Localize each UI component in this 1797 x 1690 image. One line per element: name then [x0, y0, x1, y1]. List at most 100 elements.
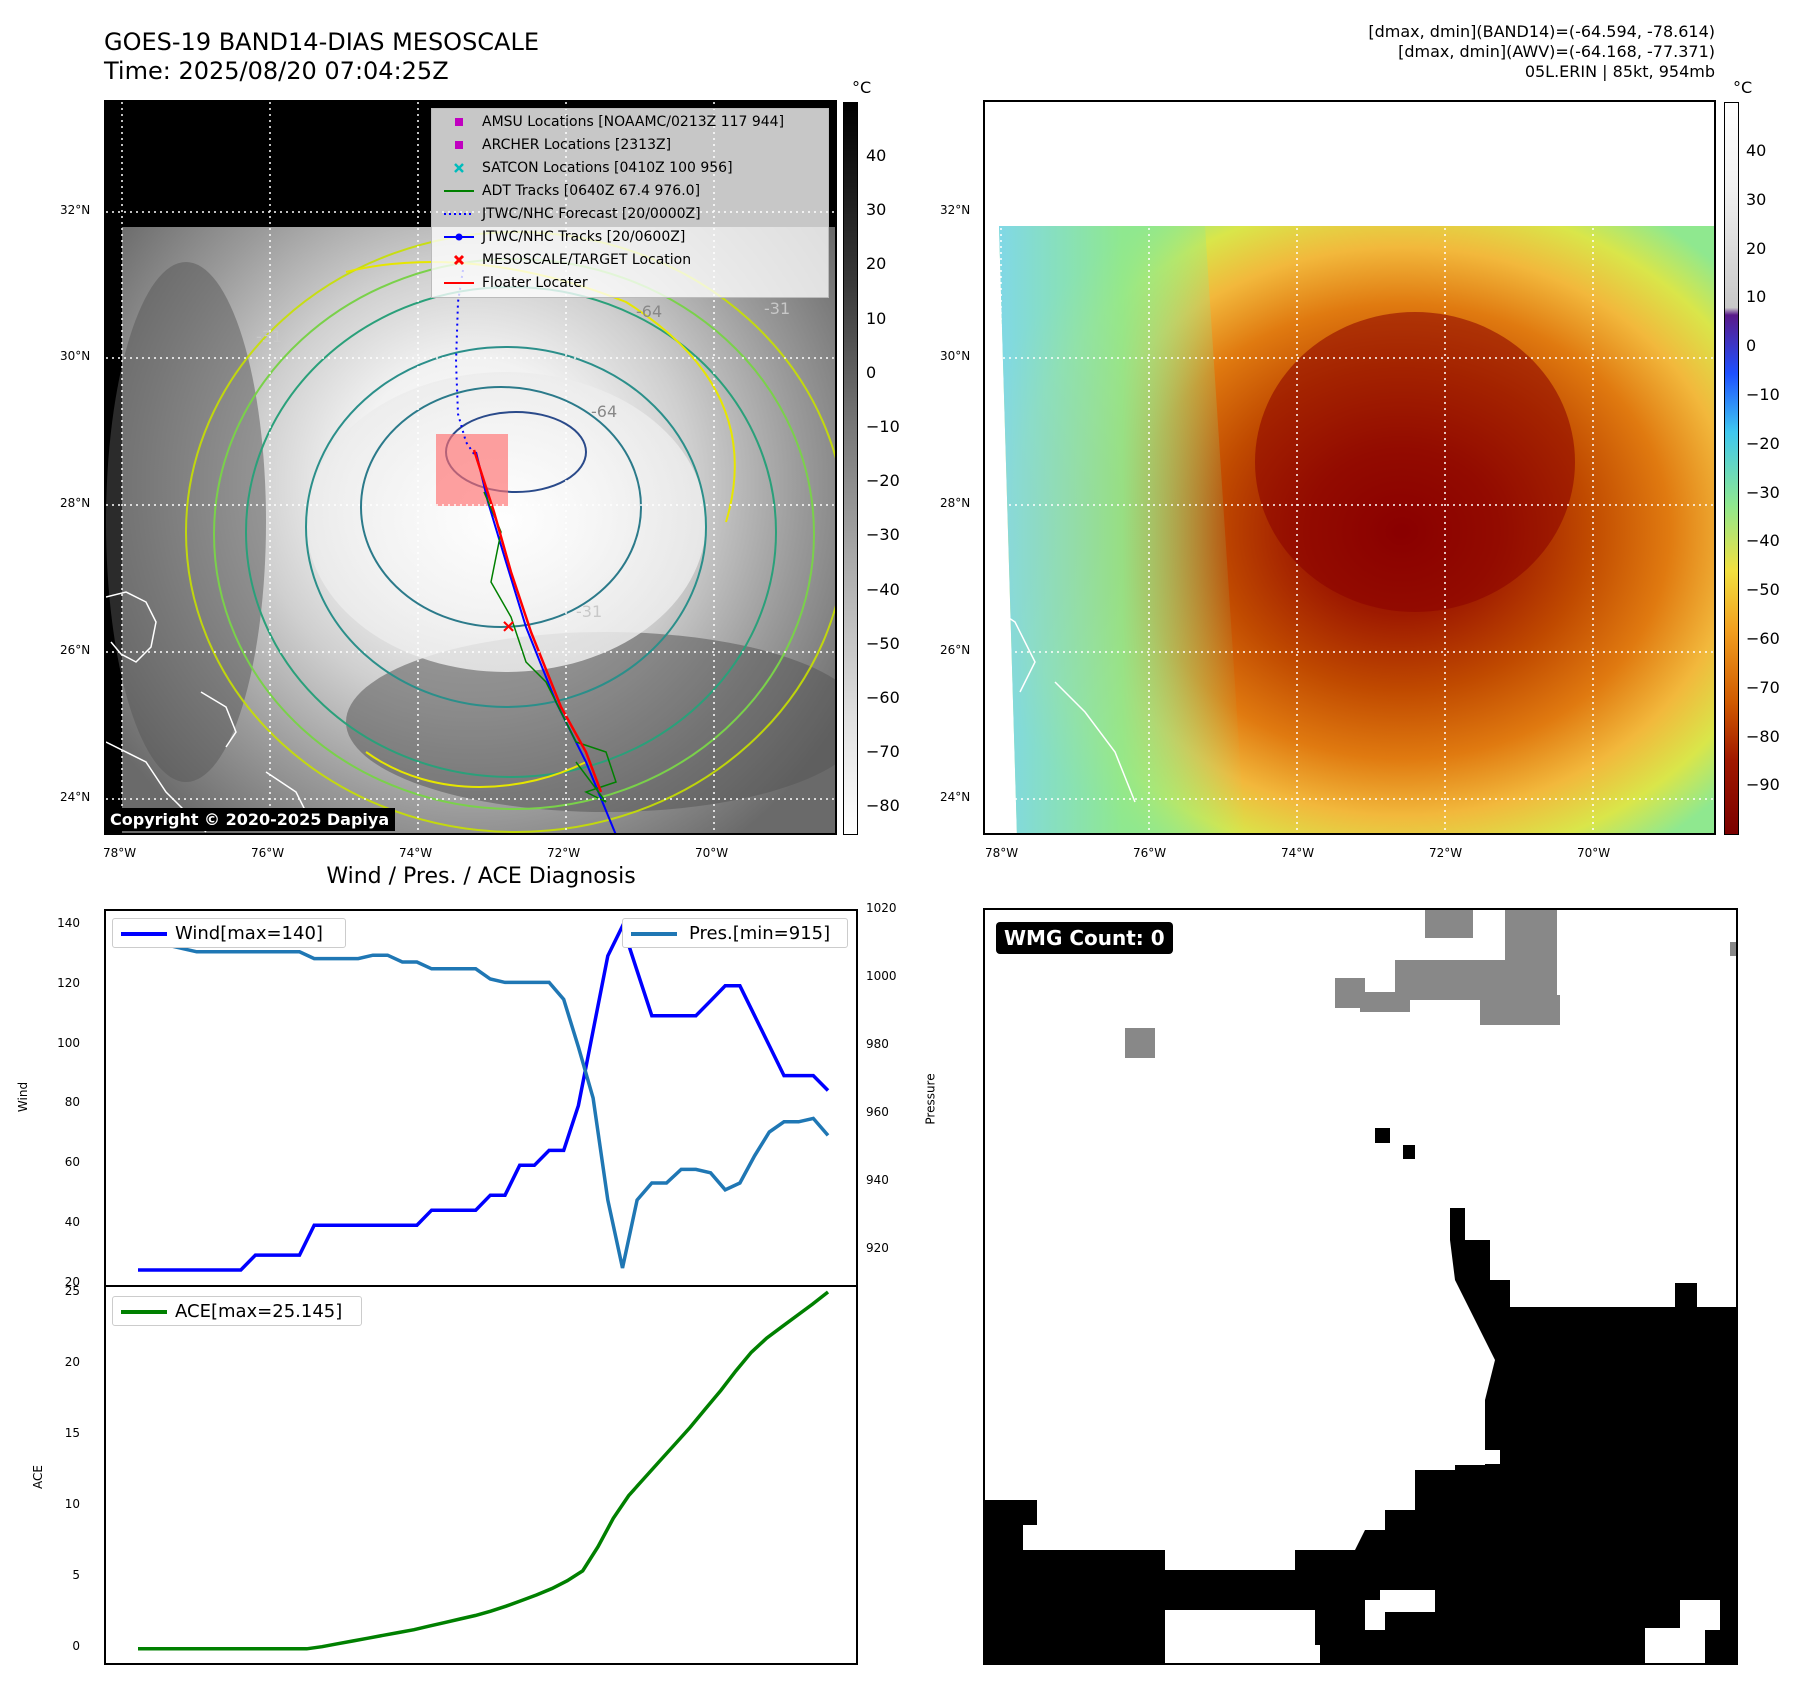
awv-lat-label-32: 32°N	[940, 203, 971, 217]
pressure-axis-tick-label: 1020	[866, 901, 897, 915]
mesoscale-target-box	[436, 434, 508, 506]
wmg-mask	[985, 910, 1736, 1663]
colorbar-right	[1724, 102, 1739, 835]
pressure-axis-tick-label: 960	[866, 1105, 889, 1119]
awv-lon-label-74: 74°W	[1281, 846, 1315, 860]
wind-axis-tick-label: 120	[57, 975, 80, 990]
awv-lon-label-76: 76°W	[1133, 846, 1167, 860]
ace-axis-tick-label: 5	[72, 1567, 80, 1582]
colorbar-left	[843, 102, 858, 835]
awv-map	[983, 100, 1716, 835]
lat-label-28: 28°N	[60, 496, 91, 510]
title-line-product: GOES-19 BAND14-DIAS MESOSCALE	[104, 28, 540, 56]
awv-lon-label-72: 72°W	[1429, 846, 1463, 860]
line-swatch-icon	[444, 282, 474, 284]
awv-lat-label-30: 30°N	[940, 349, 971, 363]
colorbar-right-tick-label: −90	[1746, 775, 1780, 795]
colorbar-left-tick-label: 0	[866, 362, 877, 382]
lon-label-72: 72°W	[547, 846, 581, 860]
colorbar-right-tick-label: −80	[1746, 726, 1780, 746]
colorbar-right-tick-label: −70	[1746, 677, 1780, 697]
colorbar-left-unit: °C	[852, 78, 872, 97]
wind-axis-label: Wind	[16, 1081, 31, 1113]
lat-label-32: 32°N	[60, 203, 91, 217]
dotted-line-swatch-icon	[444, 213, 474, 215]
copyright-label: Copyright © 2020-2025 Dapiya	[104, 808, 396, 831]
square-marker-icon	[455, 141, 463, 149]
ace-axis-tick-label: 20	[64, 1355, 80, 1370]
info-storm-status: 05L.ERIN | 85kt, 954mb	[1524, 62, 1715, 81]
wind-axis-tick-label: 80	[64, 1095, 80, 1110]
colorbar-right-tick-label: −20	[1746, 433, 1780, 453]
colorbar-left-tick-label: −10	[866, 417, 900, 436]
wind-axis-tick-label: 140	[57, 915, 80, 930]
pressure-axis-tick-label: 980	[866, 1037, 889, 1051]
ace-axis-tick-label: 15	[64, 1425, 80, 1440]
line-dot-swatch-icon	[444, 233, 474, 241]
wind-axis-tick-label: 60	[64, 1155, 80, 1170]
ace-svg	[138, 1290, 830, 1651]
colorbar-right-tick-label: −50	[1746, 580, 1780, 600]
x-marker-icon	[453, 254, 465, 266]
awv-image	[985, 102, 1714, 833]
wmg-count-badge: WMG Count: 0	[996, 922, 1173, 954]
ace-legend: ACE[max=25.145]	[112, 1296, 362, 1326]
awv-lat-label-28: 28°N	[940, 496, 971, 510]
wind-axis-tick-label: 20	[64, 1275, 80, 1289]
ace-legend-swatch-icon	[121, 1310, 167, 1314]
colorbar-left-tick-label: −20	[866, 471, 900, 491]
colorbar-left-tick-label: 20	[866, 254, 887, 274]
pressure-series-line	[138, 926, 830, 1269]
pres-legend: Pres.[min=915]	[622, 918, 848, 948]
storm-info: [dmax, dmin](BAND14)=(-64.594, -78.614) …	[1368, 22, 1715, 82]
contour-label-3: -31	[764, 299, 790, 318]
ace-plot	[104, 1285, 858, 1665]
awv-lat-label-26: 26°N	[940, 643, 971, 657]
square-marker-icon	[455, 118, 463, 126]
awv-gridlines	[985, 102, 1714, 833]
info-band14-range: [dmax, dmin](BAND14)=(-64.594, -78.614)	[1368, 22, 1715, 41]
wind-pres-svg	[138, 921, 830, 1272]
pres-legend-swatch-icon	[631, 932, 677, 936]
colorbar-right-tick-label: 10	[1746, 287, 1767, 307]
ace-series-line	[138, 1290, 830, 1651]
colorbar-right-tick-label: 30	[1746, 189, 1767, 209]
colorbar-left-tick-label: 30	[866, 200, 887, 220]
ace-axis-tick-label: 0	[72, 1638, 80, 1653]
contour-label-5: -31	[576, 602, 602, 621]
colorbar-right-tick-label: 20	[1746, 238, 1767, 258]
lon-label-70: 70°W	[695, 846, 729, 860]
map-legend: AMSU Locations [NOAAMC/0213Z 117 944] AR…	[431, 108, 829, 298]
awv-lat-label-24: 24°N	[940, 790, 971, 804]
contour-label-4: -31	[256, 327, 282, 346]
contour-label-1: -64	[636, 302, 662, 321]
pressure-axis-tick-label: 940	[866, 1173, 889, 1187]
info-awv-range: [dmax, dmin](AWV)=(-64.168, -77.371)	[1398, 42, 1715, 61]
pressure-axis-label: Pressure	[923, 1073, 938, 1125]
mesoscale-marker: ×	[501, 616, 516, 637]
ace-axis-tick-label: 25	[64, 1284, 80, 1299]
contour-label-2: -64	[591, 402, 617, 421]
lat-label-30: 30°N	[60, 349, 91, 363]
colorbar-right-tick-label: −40	[1746, 531, 1780, 551]
colorbar-right-tick-label: −10	[1746, 385, 1780, 404]
colorbar-left-tick-label: −40	[866, 579, 900, 599]
lon-label-76: 76°W	[251, 846, 285, 860]
lat-label-26: 26°N	[60, 643, 91, 657]
wind-legend-swatch-icon	[121, 932, 167, 936]
lon-label-78: 78°W	[103, 846, 137, 860]
wind-series-line	[138, 921, 830, 1272]
line-swatch-icon	[444, 190, 474, 192]
wind-axis-tick-label: 100	[57, 1035, 80, 1050]
awv-lon-label-70: 70°W	[1577, 846, 1611, 860]
ace-axis-tick-label: 10	[64, 1496, 80, 1511]
colorbar-right-tick-label: 40	[1746, 141, 1767, 160]
colorbar-right-tick-label: 0	[1746, 336, 1757, 356]
colorbar-right-tick-label: −30	[1746, 482, 1780, 502]
pressure-axis-tick-label: 920	[866, 1241, 889, 1255]
floater-locater-line	[472, 449, 603, 793]
colorbar-left-tick-label: −80	[866, 796, 900, 816]
colorbar-right-tick-label: −60	[1746, 629, 1780, 648]
pressure-axis-tick-label: 1000	[866, 969, 897, 983]
wind-pres-plot	[104, 909, 858, 1287]
